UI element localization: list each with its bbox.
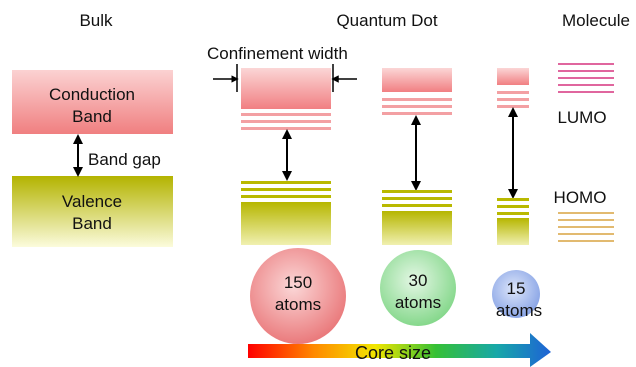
- header-bulk: Bulk: [79, 11, 113, 30]
- band-gap-label: Band gap: [88, 150, 161, 169]
- dot-15-unit: atoms: [495, 301, 543, 320]
- dot-150-circle: [250, 248, 346, 344]
- dot-150-number: 150: [283, 273, 313, 292]
- homo-label: HOMO: [553, 188, 607, 207]
- header-molecule: Molecule: [561, 11, 631, 30]
- homo-levels: [558, 212, 614, 242]
- qd15-conduction: [497, 68, 529, 108]
- dot-150-unit: atoms: [274, 295, 322, 314]
- dot-15-circle: [492, 270, 540, 318]
- qd30-conduction: [382, 68, 452, 115]
- confinement-width-label: Confinement width: [207, 44, 348, 63]
- dot-30-number: 30: [408, 271, 428, 290]
- bulk-conduction-band: [12, 70, 173, 134]
- dot-15-number: 15: [506, 279, 526, 298]
- dot-30-circle: [380, 250, 456, 326]
- conduction-band-label: Conduction Band: [48, 85, 136, 126]
- lumo-label: LUMO: [557, 108, 607, 127]
- bulk-valence-band: [12, 176, 173, 247]
- lumo-levels: [558, 63, 614, 93]
- qd15-valence: [497, 198, 529, 245]
- header-quantum-dot: Quantum Dot: [336, 11, 438, 30]
- valence-band-label: Valence Band: [61, 192, 123, 233]
- dot-30-unit: atoms: [394, 293, 442, 312]
- qd30-valence: [382, 190, 452, 245]
- qd150-valence: [241, 181, 331, 245]
- core-size-arrow: [248, 333, 551, 367]
- qd150-conduction: [241, 68, 331, 130]
- core-size-label: Core size: [354, 343, 432, 363]
